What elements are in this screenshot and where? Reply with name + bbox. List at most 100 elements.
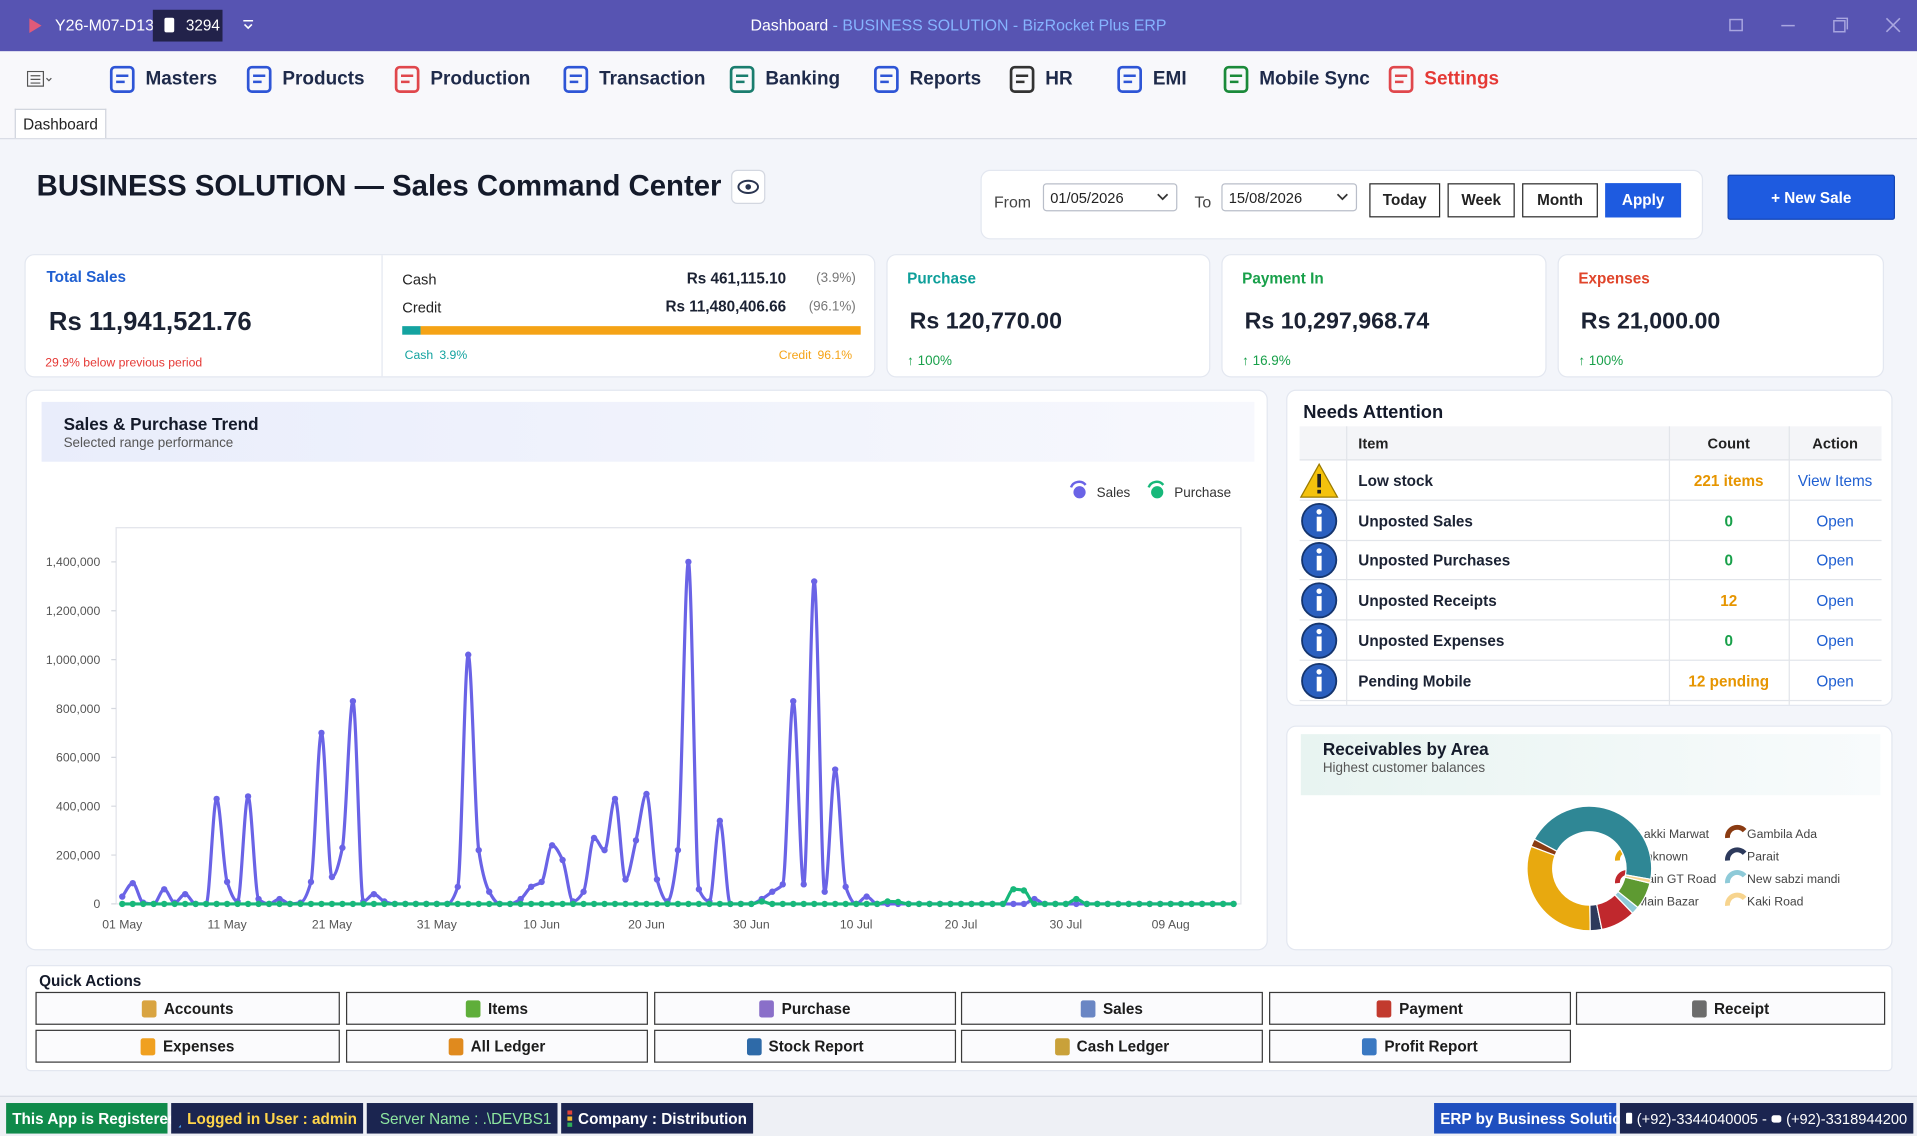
point [905,900,912,908]
tab[interactable]: Dashboard [14,108,107,139]
x-tick-label: 31 May [417,917,458,931]
to-date[interactable]: 15/08/2026 [1221,183,1358,212]
count: 12 [1720,592,1738,610]
row-divider [1299,539,1882,541]
week-button[interactable]: Week [1447,183,1515,218]
today-button[interactable]: Today [1369,183,1441,218]
icon-mark [1316,676,1322,691]
point [1020,887,1028,894]
point [328,873,336,881]
kpi-value: Rs 21,000.00 [1580,309,1721,335]
item: Low stock [1358,472,1434,490]
point [318,729,325,737]
quick-action-button[interactable]: Accounts [35,991,340,1025]
point [978,900,986,908]
quick-action-button[interactable]: Receipt [1575,991,1886,1025]
point [506,900,514,908]
view-toggle[interactable] [731,169,766,204]
button-label: Expenses [162,1037,235,1055]
window-controls[interactable] [1724,15,1907,37]
point [1083,900,1090,908]
menu-item[interactable]: Settings [1424,68,1500,90]
point [454,883,461,890]
menu-item[interactable]: HR [1045,68,1073,90]
server-text: Server Name : .\DEVBS1 [379,1109,552,1127]
icon-shape [1388,65,1414,93]
from-date[interactable]: 01/05/2026 [1042,183,1178,212]
item: Pending Mobile [1358,672,1472,690]
apply-button[interactable]: Apply [1605,183,1682,218]
menu-item[interactable]: Reports [909,68,982,90]
point [821,900,828,908]
icon-mark [1316,588,1322,595]
quick-action-button[interactable]: Payment [1269,991,1572,1025]
x-tick-label: 21 May [312,917,353,931]
quick-action-button[interactable]: Cash Ledger [960,1029,1263,1063]
point [915,900,923,908]
point [643,900,650,908]
menu-item[interactable]: Mobile Sync [1259,68,1370,90]
chart-subtitle: Selected range performance [63,436,234,451]
point [1031,900,1038,908]
quick-action-button[interactable]: Items [345,991,648,1025]
button-icon [1377,999,1392,1017]
menu-item[interactable]: Products [282,68,365,90]
point [632,900,640,908]
point [1146,900,1153,908]
point [559,900,566,908]
point [286,900,294,908]
action-link[interactable]: Open [1816,672,1854,690]
point [454,900,461,908]
kpi-change: ↑ 100% [1578,354,1624,369]
icon-mark [1317,473,1321,488]
point [832,766,839,773]
menu-item[interactable]: EMI [1152,68,1187,90]
menu-icon [1009,65,1035,93]
point [811,578,818,585]
menu-item[interactable]: Transaction [599,68,706,90]
point [1188,900,1195,908]
button-label: Profit Report [1384,1037,1478,1055]
action-link[interactable]: View Items [1797,472,1873,490]
point [1209,900,1216,908]
legend-swatch [1725,870,1747,884]
action-link[interactable]: Open [1816,512,1854,530]
menu-item[interactable]: Masters [145,68,218,90]
quick-action-button[interactable]: Profit Report [1269,1029,1572,1063]
sidebar-toggle[interactable] [26,70,54,88]
month-button[interactable]: Month [1522,183,1598,218]
device-icon [164,17,175,33]
point [475,846,482,854]
new-sale-button[interactable]: + New Sale [1727,174,1895,220]
dropdown-icon[interactable] [242,19,254,32]
action-link[interactable]: Open [1816,632,1854,650]
quick-action-button[interactable]: Purchase [654,991,957,1025]
point [664,900,671,908]
kpi-note: 29.9% below previous period [45,356,203,371]
action-link[interactable]: Open [1816,592,1854,610]
point [1125,900,1132,908]
info-icon [1301,622,1338,659]
point [716,817,724,825]
row-divider [1299,699,1882,701]
x-tick-label: 09 Aug [1152,917,1190,931]
point [527,900,535,908]
to-label: To [1194,192,1212,212]
quick-action-button[interactable]: Sales [960,991,1263,1025]
icon-detail [401,74,414,84]
quick-action-button[interactable]: Expenses [35,1029,340,1063]
action-link[interactable]: Open [1816,552,1854,570]
point [790,697,797,705]
menu-bar: Masters Products Production Transaction Bank… [0,51,1917,108]
point [1115,900,1122,908]
point [769,900,776,908]
menu-item[interactable]: Production [430,68,531,90]
menu-item[interactable]: Banking [765,68,841,90]
quick-action-button[interactable]: Stock Report [654,1029,957,1063]
point [727,900,734,908]
point [402,900,409,908]
icon-detail [253,74,266,84]
split-share: (3.9%) [816,271,856,286]
quick-action-button[interactable]: All Ledger [345,1029,648,1063]
button-icon [1054,1037,1070,1055]
